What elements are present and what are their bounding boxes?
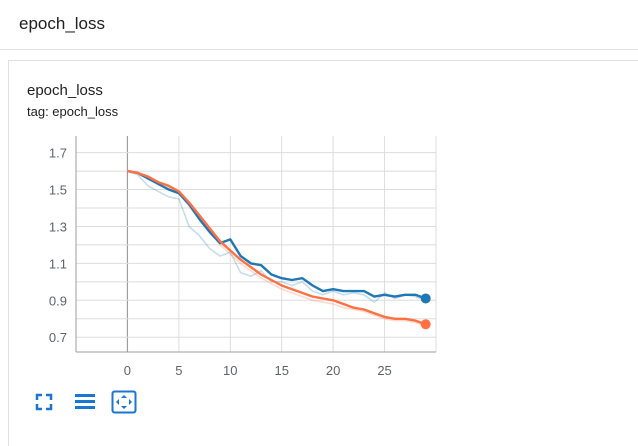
card-title: epoch_loss (27, 82, 103, 99)
chart-tick-labels: 0.7 0.9 1.1 1.3 1.5 1.7 0 5 10 15 20 25 (49, 146, 392, 378)
section-title: epoch_loss (19, 14, 106, 33)
x-tick-label: 25 (377, 363, 391, 378)
chart-axes (75, 136, 436, 353)
validation-end-point (420, 319, 431, 330)
chart-grid (75, 136, 437, 352)
card-tag: tag: epoch_loss (27, 104, 119, 119)
x-tick-label: 20 (326, 363, 340, 378)
y-tick-label: 1.5 (49, 183, 67, 198)
section-header[interactable]: epoch_loss (0, 0, 638, 50)
y-tick-label: 0.9 (49, 293, 67, 308)
validation-smoothed-line (127, 169, 427, 326)
x-tick-label: 10 (223, 363, 237, 378)
fit-domain-icon (111, 390, 137, 414)
x-tick-label: 15 (274, 363, 288, 378)
toggle-log-scale-icon (75, 394, 95, 409)
fit-domain-button[interactable] (111, 389, 137, 415)
train-end-point (420, 293, 431, 304)
fullscreen-button[interactable] (31, 389, 57, 415)
scalar-card (8, 60, 638, 446)
y-tick-label: 1.7 (49, 146, 67, 161)
y-tick-label: 1.1 (49, 256, 67, 271)
y-tick-label: 0.7 (49, 330, 67, 345)
train-smoothed-line (127, 169, 427, 300)
validation-raw-line (127, 170, 426, 327)
x-tick-label: 0 (124, 363, 131, 378)
toggle-log-scale-button[interactable] (72, 389, 98, 415)
x-tick-label: 5 (175, 363, 182, 378)
fullscreen-icon (35, 393, 53, 411)
chart-lines (127, 169, 431, 330)
y-tick-label: 1.3 (49, 219, 67, 234)
